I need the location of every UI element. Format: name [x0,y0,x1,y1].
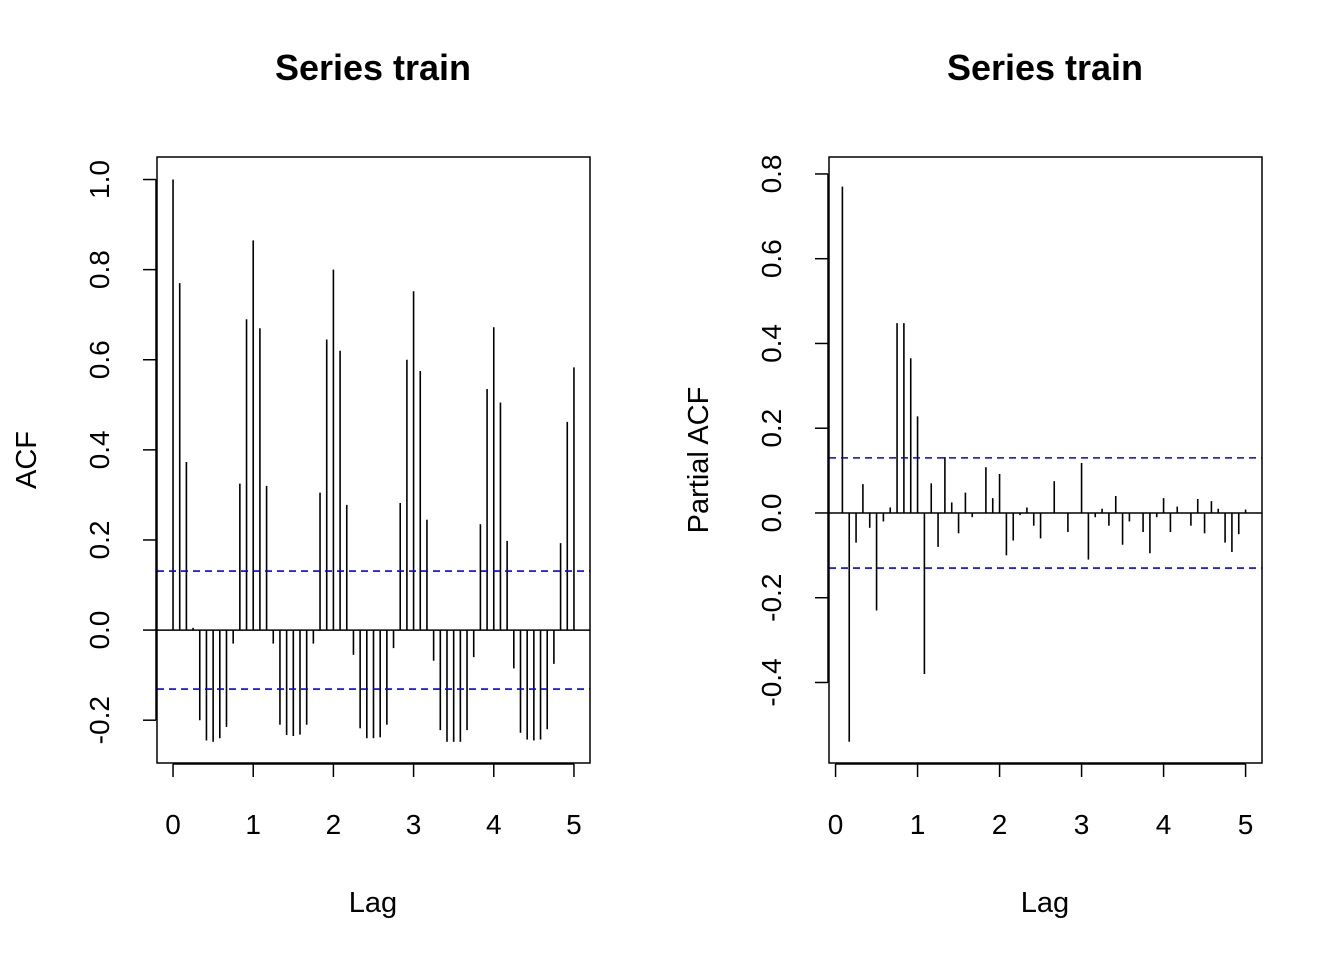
acf-x-tick-label: 2 [326,809,342,840]
acf-y-tick-label: -0.2 [84,696,115,744]
acf-y-tick-label: 0.6 [84,340,115,379]
pacf-y-tick-label: 0.8 [756,154,787,193]
pacf-y-tick-label: 0.4 [756,324,787,363]
acf-title: Series train [275,47,471,88]
acf-plot-frame [156,156,591,764]
pacf-y-tick-label: 0.2 [756,409,787,448]
pacf-x-tick-label: 1 [910,809,926,840]
pacf-x-axis-label: Lag [1021,887,1069,919]
acf-x-tick-label: 0 [165,809,181,840]
acf-x-tick-label: 5 [566,809,582,840]
acf-x-tick-label: 4 [486,809,502,840]
pacf-title: Series train [947,47,1143,88]
pacf-y-tick-label: -0.4 [756,658,787,706]
acf-x-tick-label: 1 [245,809,261,840]
pacf-y-tick-label: 0.6 [756,239,787,278]
acf-axes: 0 1 2 3 4 5 -0.2 0.0 0.2 0.4 0.6 0.8 1.0 [84,160,582,840]
pacf-bars [829,186,1262,742]
acf-y-tick-label: 0.8 [84,250,115,289]
pacf-y-axis-label: Partial ACF [683,387,715,534]
acf-bars [157,179,590,742]
acf-x-axis-label: Lag [349,887,397,919]
acf-confidence-bands [157,570,590,690]
pacf-x-tick-label: 3 [1074,809,1090,840]
acf-x-tick-label: 3 [406,809,422,840]
pacf-panel: Series train Lag Partial ACF 0 1 2 3 4 5 -0.4 -… [683,47,1263,919]
acf-y-tick-label: 0.4 [84,430,115,469]
acf-y-tick-label: 0.0 [84,611,115,650]
pacf-y-tick-label: -0.2 [756,574,787,622]
acf-y-tick-label: 1.0 [84,160,115,199]
acf-panel: Series train Lag ACF 0 1 2 3 4 5 -0.2 0.0 0.2 0.4… [11,47,591,919]
pacf-confidence-bands [829,457,1262,569]
pacf-x-tick-label: 2 [992,809,1008,840]
acf-y-tick-label: 0.2 [84,521,115,560]
pacf-plot-frame [828,156,1263,764]
acf-y-axis-label: ACF [11,431,43,489]
pacf-y-tick-label: 0.0 [756,494,787,533]
pacf-x-tick-label: 5 [1238,809,1254,840]
pacf-x-tick-label: 4 [1156,809,1172,840]
pacf-x-tick-label: 0 [828,809,844,840]
pacf-axes: 0 1 2 3 4 5 -0.4 -0.2 0.0 0.2 0.4 0.6 0.8 [756,154,1253,840]
